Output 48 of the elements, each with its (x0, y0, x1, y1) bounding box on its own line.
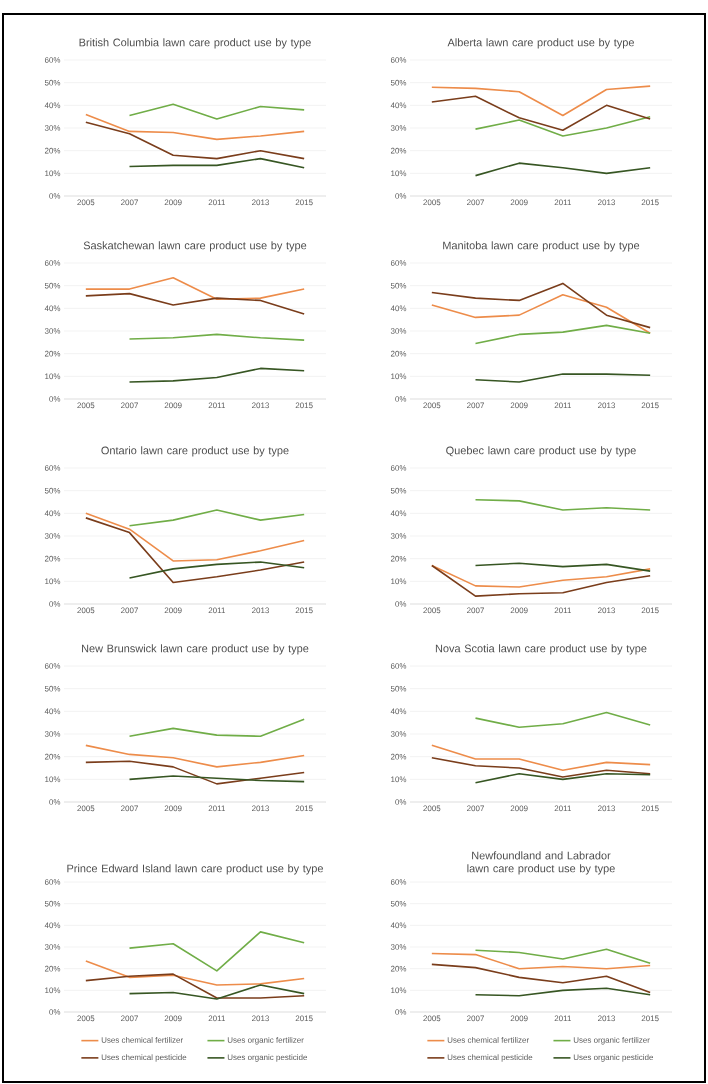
chart-title: New Brunswick lawn care product use by type (82, 644, 309, 655)
line-series (128, 103, 305, 120)
line-series (431, 564, 651, 588)
line-series (474, 324, 651, 345)
line-series (85, 113, 305, 141)
chart-title: Alberta lawn care product use by type (447, 38, 634, 49)
line-series (474, 373, 651, 383)
line-series (431, 282, 651, 329)
line-series (85, 517, 305, 584)
chart-title: Quebec lawn care product use by type (446, 446, 636, 457)
line-series (128, 561, 305, 579)
line-series (128, 718, 305, 738)
line-series (431, 757, 651, 778)
line-series (431, 95, 651, 132)
chart-title: Manitoba lawn care product use by type (443, 241, 640, 252)
line-series (431, 293, 651, 335)
line-series (474, 948, 651, 965)
line-series (431, 963, 651, 994)
line-series (474, 987, 651, 997)
line-series (474, 562, 651, 572)
line-series (85, 960, 305, 986)
line-series (431, 952, 651, 970)
line-series (128, 984, 305, 1000)
line-series (85, 292, 305, 315)
chart-title: Saskatchewan lawn care product use by type (83, 241, 307, 252)
chart-title: Prince Edward Island lawn care product use by type (67, 864, 323, 875)
line-series (85, 744, 305, 768)
line-series (128, 931, 305, 972)
line-series (85, 121, 305, 160)
chart-title: British Columbia lawn care product use by type (79, 38, 311, 49)
line-series (431, 744, 651, 772)
line-series (85, 512, 305, 562)
line-series (431, 85, 651, 117)
line-series (85, 760, 305, 785)
chart-title: Ontario lawn care product use by type (101, 446, 289, 457)
line-series (474, 115, 651, 137)
chart-title: Nova Scotia lawn care product use by type (435, 644, 647, 655)
line-series (85, 276, 305, 301)
line-series (474, 498, 651, 511)
line-series (474, 162, 651, 177)
line-series (85, 973, 305, 999)
chart-title: Newfoundland and Labrador lawn care product use by type (467, 851, 615, 875)
line-series (128, 157, 305, 169)
line-series (128, 509, 305, 527)
line-series (128, 367, 305, 383)
line-series (474, 772, 651, 784)
line-series (431, 564, 651, 597)
line-series (474, 711, 651, 729)
